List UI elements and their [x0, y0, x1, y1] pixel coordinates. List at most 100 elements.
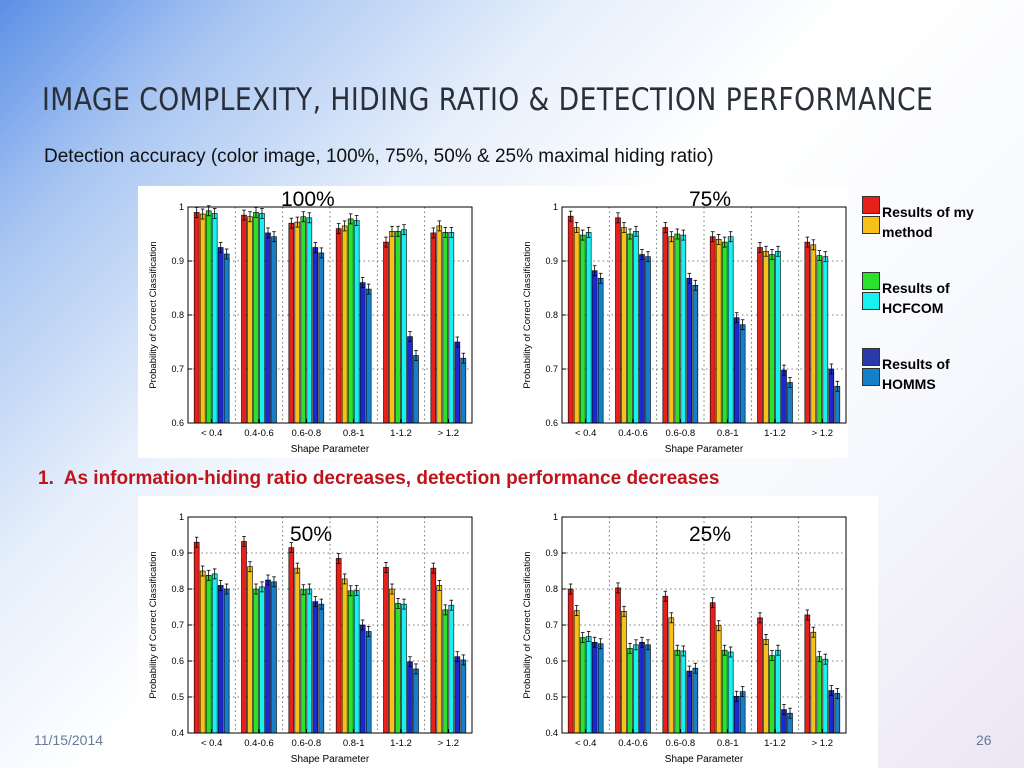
bar	[241, 541, 247, 734]
x-tick-label: 1-1.2	[390, 738, 412, 749]
bar	[834, 385, 841, 424]
bar	[253, 588, 259, 734]
bar	[573, 227, 580, 424]
x-tick-label: 0.6-0.8	[292, 738, 322, 749]
bar	[639, 641, 645, 734]
bar	[271, 581, 277, 734]
finding-number: 1.	[38, 468, 54, 489]
bar	[401, 603, 407, 734]
slide-date: 11/15/2014	[34, 732, 104, 748]
y-tick-label: 0.6	[171, 418, 184, 428]
y-tick-label: 0.6	[545, 418, 558, 428]
bar	[247, 566, 253, 734]
y-tick-label: 0.5	[545, 692, 558, 702]
chart-panel-50: 0.4 0.5 0.6 0.7 0.8 0.9 1 < 0.4 0.4-0.6 0.6-0.8 0.…	[138, 496, 512, 768]
bar	[668, 617, 675, 734]
bar	[335, 558, 342, 734]
bar	[680, 234, 687, 424]
bar	[401, 229, 407, 424]
bar	[645, 256, 651, 424]
bar	[834, 693, 841, 734]
legend-swatch-red	[862, 196, 880, 214]
bar	[639, 254, 645, 424]
legend-label: HCFCOM	[882, 300, 944, 316]
bar	[306, 588, 313, 734]
x-tick-label: 0.8-1	[343, 738, 365, 749]
bar	[822, 256, 829, 424]
bar	[205, 210, 212, 424]
bar	[383, 241, 389, 424]
bar	[430, 232, 437, 424]
bar	[763, 639, 769, 734]
bar	[389, 230, 395, 424]
bar	[407, 661, 413, 734]
bar	[247, 216, 253, 424]
bar	[271, 236, 277, 424]
bar	[318, 252, 325, 424]
y-tick-label: 0.7	[171, 364, 184, 374]
bar	[727, 651, 734, 734]
x-tick-label: 0.6-0.8	[292, 428, 322, 439]
bar	[265, 579, 271, 734]
y-tick-label: 0.8	[171, 584, 184, 594]
y-axis-label: Probability of Correct Classification	[148, 241, 159, 388]
y-tick-label: 0.9	[545, 256, 558, 266]
bar	[573, 610, 580, 734]
y-tick-label: 0.4	[545, 728, 558, 738]
bar	[353, 590, 360, 734]
bar	[763, 250, 769, 424]
bar	[579, 234, 586, 424]
finding-text: As information-hiding ratio decreases, d…	[63, 468, 720, 489]
bar	[241, 214, 247, 424]
bar	[633, 644, 639, 734]
chart-100-svg: 0.6 0.7 0.8 0.9 1 < 0.4 0.4-0.6 0.6-0.8 0.8-1 1-1…	[148, 202, 473, 455]
bar	[579, 637, 586, 734]
y-tick-label: 1	[179, 512, 184, 522]
x-tick-label: > 1.2	[812, 738, 833, 749]
bar	[591, 641, 598, 734]
bar	[597, 643, 604, 734]
bar	[627, 648, 633, 734]
bar	[709, 236, 716, 424]
chart-25-svg: 0.4 0.5 0.6 0.7 0.8 0.9 1 < 0.4 0.4-0.6 0.6-0.8 0.…	[522, 512, 847, 765]
legend-label: HOMMS	[882, 376, 936, 392]
y-tick-label: 0.8	[545, 310, 558, 320]
bar	[395, 603, 401, 734]
x-tick-label: < 0.4	[201, 738, 222, 749]
bar	[615, 587, 621, 734]
chart-label-100: 100%	[281, 188, 335, 211]
bar	[621, 611, 627, 734]
x-tick-label: 1-1.2	[764, 428, 786, 439]
bar	[341, 225, 348, 424]
bar	[448, 232, 455, 424]
chart-label-50: 50%	[290, 523, 333, 546]
y-tick-label: 0.5	[171, 692, 184, 702]
bar	[769, 254, 775, 424]
legend-swatch-cyan	[862, 292, 880, 310]
bar	[407, 336, 413, 424]
bar	[365, 288, 372, 424]
bar	[645, 644, 651, 734]
bar	[733, 317, 740, 424]
bar	[769, 655, 775, 734]
bar	[686, 670, 693, 734]
bar	[442, 232, 449, 424]
bar	[680, 650, 687, 734]
bar	[448, 604, 455, 734]
bar	[715, 625, 722, 734]
bar	[460, 659, 467, 734]
x-axis-label: Shape Parameter	[291, 444, 370, 455]
y-tick-label: 0.7	[171, 620, 184, 630]
legend-label: method	[882, 224, 933, 240]
y-tick-label: 0.7	[545, 620, 558, 630]
bar	[359, 624, 366, 734]
bar	[217, 247, 224, 424]
chart-label-75: 75%	[689, 188, 732, 211]
bar	[787, 382, 793, 424]
bar	[353, 220, 360, 424]
bar	[733, 695, 740, 734]
chart-label-25: 25%	[689, 523, 732, 546]
y-tick-label: 0.9	[171, 548, 184, 558]
x-tick-label: 1-1.2	[390, 428, 412, 439]
x-tick-label: > 1.2	[438, 738, 459, 749]
